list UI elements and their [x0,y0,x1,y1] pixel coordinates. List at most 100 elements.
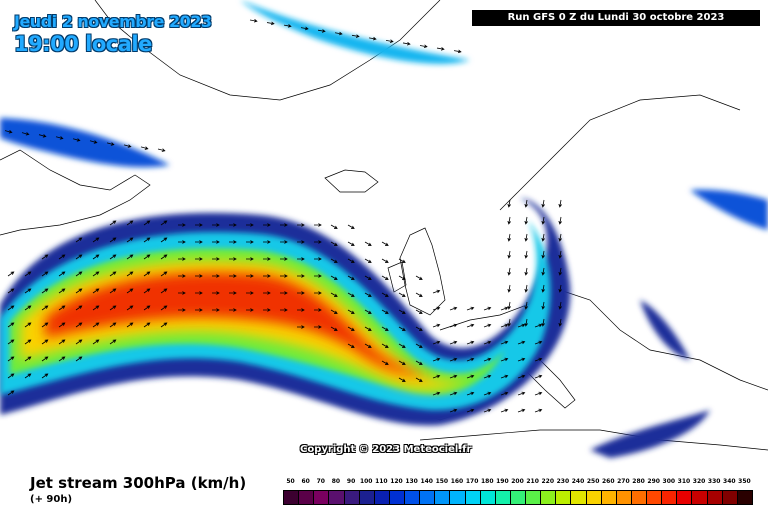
scale-label-220: 220 [541,478,555,485]
north-africa-coast [419,429,768,451]
wind-arrow [41,322,49,328]
wind-arrow [195,257,203,261]
wind-arrow [41,356,49,362]
scale-swatch-320 [691,490,708,505]
wind-arrow [364,258,372,263]
wind-arrow [92,322,100,328]
wind-arrow [330,258,338,263]
wind-arrow [432,374,441,379]
scale-swatch-310 [676,490,693,505]
wind-arrow [109,220,117,226]
wind-arrow [381,292,389,297]
wind-arrow [143,254,151,260]
wind-arrow [524,199,528,208]
wind-arrow [415,326,423,331]
wind-arrow [229,274,237,278]
wind-arrow [58,305,66,311]
wind-arrow [75,288,83,294]
scale-label-290: 290 [647,478,660,485]
wind-arrow [126,288,134,294]
wind-arrow [524,250,528,259]
wind-arrow [24,271,32,277]
wind-arrow [92,339,100,345]
wind-arrow [41,288,49,294]
wind-arrow [58,288,66,294]
wind-arrow [524,284,528,293]
wind-arrow [126,305,134,311]
wind-arrow [263,223,271,227]
wind-arrow [347,309,355,314]
wind-arrow [195,223,203,227]
wind-arrow [24,305,32,311]
jet-band-balkan [640,300,690,360]
model-run-banner: Run GFS 0 Z du Lundi 30 octobre 2023 [472,10,760,26]
wind-arrow [507,301,511,310]
wind-arrow [466,357,475,362]
wind-arrow [432,340,441,345]
scale-label-280: 280 [632,478,645,485]
wind-arrow [507,233,511,242]
wind-arrow [483,374,492,379]
wind-arrow [330,275,338,280]
wind-arrow [178,223,186,227]
scale-label-340: 340 [723,478,736,485]
wind-arrow [534,323,543,328]
scale-label-70: 70 [316,478,325,485]
wind-arrow [381,258,389,263]
wind-arrow [419,44,428,49]
wind-arrow [246,291,254,295]
wind-arrow [92,305,100,311]
wind-arrow [436,47,445,51]
wind-arrow [364,343,372,348]
wind-arrow [314,274,322,278]
canada-coast [0,149,151,236]
scale-label-320: 320 [692,478,706,485]
scale-label-200: 200 [511,478,524,485]
scale-label-190: 190 [496,478,509,485]
wind-arrow [212,240,220,244]
scale-label-130: 130 [405,478,418,485]
wind-arrow [263,240,271,244]
wind-arrow [212,257,220,261]
wind-arrow [109,271,117,277]
wind-arrow [160,288,168,294]
wind-arrow [507,284,511,293]
wind-arrow [398,377,406,382]
wind-arrow [500,374,509,379]
wind-arrow [72,138,81,142]
scale-swatch-330 [706,490,723,505]
scale-label-50: 50 [286,478,295,485]
wind-arrow [330,224,338,229]
scale-swatch-160 [449,490,466,505]
wind-arrow [541,267,545,276]
wind-arrow [195,240,203,244]
wind-arrow [212,291,220,295]
wind-arrow [24,288,32,294]
wind-arrow [466,323,475,328]
wind-arrow [558,301,562,310]
wind-arrow [212,308,220,312]
color-scale-swatches [283,490,753,505]
wind-arrow [347,275,355,280]
wind-arrow [524,318,528,327]
scale-label-300: 300 [662,478,676,485]
wind-arrow [4,130,13,134]
wind-arrow [24,356,32,362]
wind-arrow [334,31,343,36]
wind-arrow [364,326,372,331]
wind-arrow [297,308,305,312]
wind-arrow [109,322,117,328]
scale-swatch-290 [646,490,663,505]
wind-arrow [126,254,134,260]
scandinavia-coast [499,94,741,211]
wind-arrow [398,258,406,263]
wind-arrow [381,309,389,314]
scale-swatch-170 [464,490,481,505]
wind-arrow [432,289,441,294]
scale-label-170: 170 [465,478,479,485]
wind-arrow [280,240,288,244]
wind-arrow [143,305,151,311]
wind-arrow [126,237,134,243]
legend-lead-time: (+ 90h) [30,494,73,505]
